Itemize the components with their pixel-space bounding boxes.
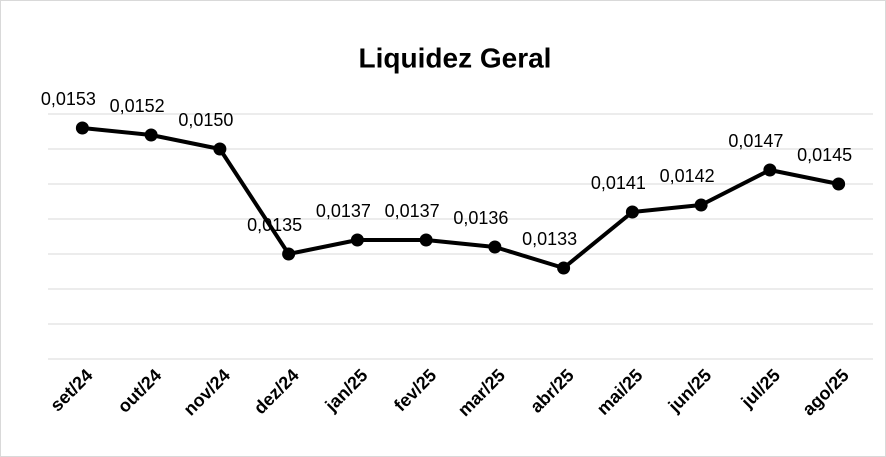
marker: [419, 233, 433, 247]
data-label: 0,0137: [316, 201, 371, 221]
data-label: 0,0133: [522, 229, 577, 249]
marker: [557, 261, 571, 275]
marker: [75, 121, 89, 135]
data-label: 0,0152: [110, 96, 165, 116]
line: [82, 126, 840, 270]
marker: [763, 163, 777, 177]
marker: [488, 240, 502, 254]
data-label: 0,0136: [453, 208, 508, 228]
data-label: 0,0145: [797, 145, 852, 165]
marker: [694, 198, 708, 212]
data-label: 0,0153: [41, 89, 96, 109]
marker: [350, 233, 364, 247]
data-label: 0,0137: [385, 201, 440, 221]
data-label: 0,0150: [178, 110, 233, 130]
data-label: 0,0142: [660, 166, 715, 186]
marker: [282, 247, 296, 261]
marker: [144, 128, 158, 142]
marker: [625, 205, 639, 219]
data-label: 0,0147: [728, 131, 783, 151]
marker: [832, 177, 846, 191]
data-label: 0,0135: [247, 215, 302, 235]
chart-title: Liquidez Geral: [359, 42, 552, 73]
marker: [213, 142, 227, 156]
data-label: 0,0141: [591, 173, 646, 193]
